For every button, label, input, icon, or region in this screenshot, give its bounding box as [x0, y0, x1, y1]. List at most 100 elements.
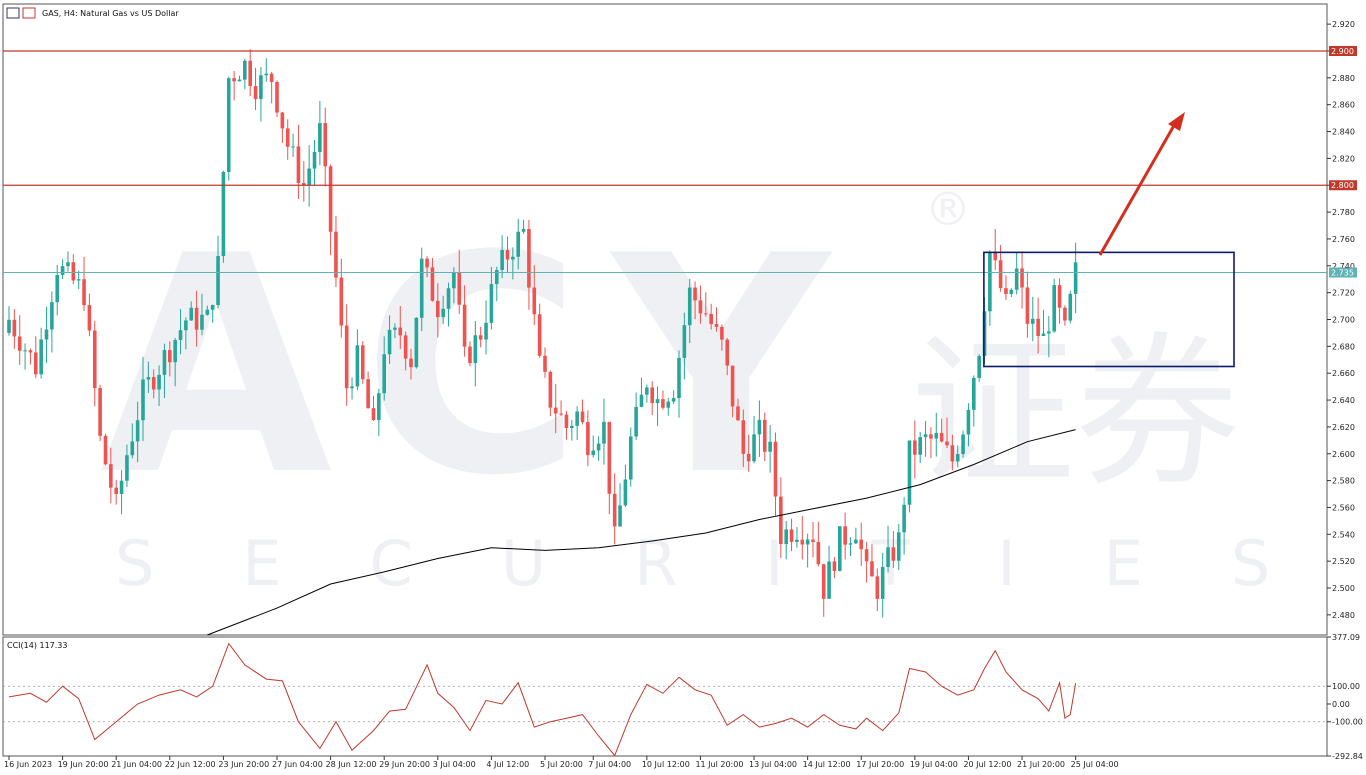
candle-body [189, 307, 194, 321]
price-tag-label: 2.735 [1331, 269, 1354, 278]
candle-body [269, 73, 274, 82]
candle-body [725, 339, 730, 366]
candle-body [457, 272, 462, 305]
candle-body [237, 79, 242, 82]
candle-body [698, 300, 703, 314]
candle-body [441, 308, 445, 318]
candle-body [950, 445, 955, 462]
candle-body [596, 443, 601, 451]
candle-body [71, 262, 76, 281]
candle-body [334, 231, 338, 278]
candle-body [821, 564, 826, 599]
candle-body [966, 409, 971, 435]
candle-body [682, 325, 687, 358]
time-tick-label: 11 Jul 20:00 [695, 760, 743, 769]
candle-body [811, 539, 815, 542]
time-tick-label: 7 Jul 04:00 [588, 760, 631, 769]
candle-body [178, 330, 183, 341]
watermark: ACY SECURITIES 证券 ® [100, 182, 1358, 600]
candle-body [1063, 307, 1067, 321]
candle-body [23, 350, 27, 352]
candle-body [521, 228, 526, 232]
level-tag-label: 2.900 [1331, 47, 1354, 56]
candle-body [532, 287, 537, 315]
candle-body [945, 441, 949, 446]
candle-body [607, 421, 612, 494]
candle-body [730, 365, 735, 407]
candle-body [478, 335, 483, 340]
time-tick-label: 22 Jun 12:00 [165, 760, 216, 769]
candle-body [923, 434, 928, 438]
time-tick-label: 19 Jun 20:00 [58, 760, 109, 769]
time-tick-label: 29 Jun 20:00 [379, 760, 430, 769]
candle-body [500, 249, 504, 270]
price-tag [1329, 267, 1357, 278]
price-tick-label: 2.520 [1332, 557, 1355, 566]
candle-body [393, 327, 397, 330]
time-tick-label: 21 Jul 20:00 [1017, 760, 1065, 769]
candle-body [130, 441, 135, 456]
candle-body [623, 479, 628, 506]
time-tick-label: 19 Jul 04:00 [910, 760, 958, 769]
trend-arrow-head [1168, 112, 1185, 131]
time-tick-label: 3 Jul 04:00 [433, 760, 476, 769]
time-tick-label: 5 Jul 20:00 [540, 760, 583, 769]
candle-body [886, 547, 890, 567]
candle-body [1009, 289, 1014, 294]
level-tag [1329, 45, 1357, 56]
candle-body [157, 374, 161, 390]
candle-body [34, 352, 38, 375]
candle-body [371, 408, 376, 421]
candle-body [961, 434, 965, 455]
price-tick-label: 2.820 [1332, 154, 1355, 163]
candle-body [1025, 287, 1030, 324]
candle-body [430, 267, 435, 301]
candle-body [1068, 293, 1073, 321]
candle-body [318, 123, 322, 152]
candle-body [864, 549, 869, 562]
candle-body [784, 529, 788, 545]
candle-body [419, 258, 424, 318]
candle-body [200, 314, 204, 330]
candle-body [661, 399, 665, 408]
overlay-lines [3, 50, 1327, 636]
candle-body [570, 425, 574, 429]
candle-body [141, 379, 145, 421]
candle-body [773, 441, 778, 497]
price-tick-label: 2.660 [1332, 369, 1355, 378]
candle-body [494, 269, 499, 285]
time-tick-label: 17 Jul 20:00 [856, 760, 904, 769]
candle-body [162, 350, 167, 375]
candle-body [296, 146, 301, 184]
watermark-sub: SECURITIES [115, 527, 1358, 600]
candle-body [285, 128, 290, 147]
candle-body [704, 313, 708, 315]
candle-body [757, 419, 762, 435]
time-tick-label: 20 Jul 12:00 [963, 760, 1011, 769]
price-tick-label: 2.760 [1332, 235, 1355, 244]
candle-body [1014, 268, 1019, 290]
candle-body [473, 335, 478, 364]
candle-body [548, 371, 553, 408]
price-tick-label: 2.500 [1332, 584, 1355, 593]
candle-body [602, 421, 606, 444]
candle-body [44, 329, 49, 340]
candle-body [12, 319, 17, 337]
candle-body [135, 420, 140, 442]
candle-body [575, 411, 579, 426]
candle-body [366, 379, 370, 409]
candle-body [462, 304, 467, 347]
candle-body [891, 547, 896, 561]
candle-body [114, 487, 118, 495]
candle-body [403, 335, 408, 359]
candle-body [768, 441, 772, 452]
candle-body [76, 279, 81, 281]
candle-body [746, 453, 751, 462]
price-tick-label: 2.700 [1332, 316, 1355, 325]
price-tick-label: 2.680 [1332, 342, 1355, 351]
candle-body [210, 305, 215, 310]
candle-body [275, 81, 279, 113]
candle-body [998, 260, 1003, 289]
candle-body [312, 151, 317, 169]
